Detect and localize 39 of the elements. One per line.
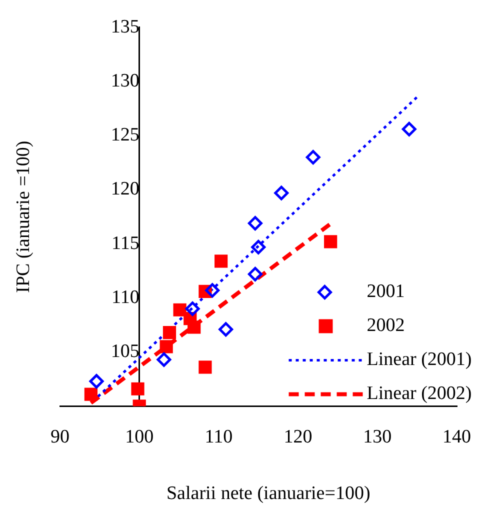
x-tick-label: 120 [284, 426, 312, 448]
legend-label: Linear (2001) [366, 349, 472, 370]
point [156, 352, 172, 367]
point [188, 320, 201, 334]
y-axis-title: IPC (ianuarie =100) [12, 140, 34, 293]
point [218, 322, 234, 337]
point [248, 266, 262, 282]
point [198, 360, 212, 374]
point [160, 340, 173, 354]
y-tick-label: 135 [110, 16, 140, 38]
point [205, 283, 220, 298]
y-tick-label: 120 [110, 178, 140, 200]
point [162, 326, 176, 340]
x-axis-title: Salarii nete (ianuarie=100) [166, 482, 370, 504]
legend-label: 2002 [366, 315, 405, 336]
x-tick-label: 140 [442, 426, 471, 448]
point [324, 235, 338, 248]
x-tick-label: 100 [125, 426, 154, 448]
y-tick-label: 105 [110, 341, 140, 362]
x-tick-label: 110 [204, 426, 233, 448]
point [251, 240, 266, 254]
y-tick-label: 125 [110, 124, 140, 146]
legend-label: Linear (2002) [366, 383, 472, 404]
point [214, 254, 228, 268]
legend-label: 2001 [366, 281, 405, 302]
point [89, 374, 104, 389]
y-tick-label: 130 [110, 70, 140, 92]
point [173, 303, 186, 316]
point [185, 302, 200, 316]
point [84, 388, 98, 401]
point [131, 382, 144, 396]
x-tick-label: 130 [363, 426, 392, 448]
point [248, 216, 262, 231]
y-tick-label: 110 [112, 286, 140, 308]
point [306, 150, 320, 165]
y-tick-label: 115 [112, 232, 140, 254]
point [274, 186, 289, 200]
point [402, 122, 416, 136]
x-tick-label: 90 [50, 426, 70, 448]
